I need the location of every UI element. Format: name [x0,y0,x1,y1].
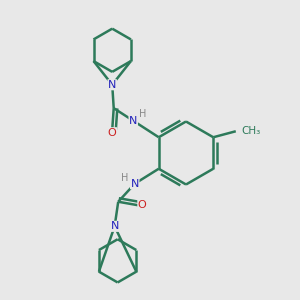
Text: CH₃: CH₃ [241,126,260,136]
Text: H: H [122,173,129,183]
Text: N: N [130,179,139,189]
Text: N: N [108,80,116,90]
Text: O: O [108,128,117,138]
Text: N: N [129,116,137,126]
Text: N: N [110,221,119,231]
Text: O: O [138,200,147,210]
Text: H: H [139,109,146,119]
